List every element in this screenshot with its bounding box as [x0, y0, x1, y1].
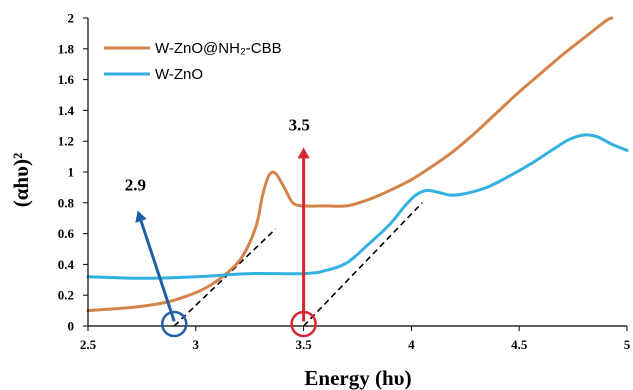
band-gap-label-1: 3.5 [289, 115, 310, 134]
y-tick-label: 0.8 [58, 195, 75, 210]
y-tick-label: 0 [68, 319, 75, 334]
y-axis-title: (αhυ)² [9, 153, 33, 208]
onset-marker-0 [160, 310, 188, 338]
tangent-line-0 [173, 228, 277, 327]
x-tick-label: 4 [408, 337, 415, 352]
x-tick-label: 5 [624, 337, 631, 352]
series-line-0 [86, 16, 614, 313]
x-axis-title: Energy (hυ) [304, 366, 411, 390]
y-tick-label: 0.4 [58, 257, 75, 272]
legend-label-0: W-ZnO@NH₂-CBB [155, 40, 282, 57]
y-tick-label: 1.2 [58, 134, 74, 149]
x-tick-label: 3.5 [295, 337, 312, 352]
y-tick-label: 1 [68, 165, 75, 180]
y-tick-label: 2 [68, 11, 75, 26]
y-tick-label: 0.6 [58, 226, 75, 241]
legend-label-1: W-ZnO [155, 66, 203, 83]
series-line-1 [86, 133, 629, 280]
x-tick-label: 2.5 [80, 337, 97, 352]
x-tick-label: 4.5 [511, 337, 528, 352]
y-tick-label: 1.6 [58, 72, 75, 87]
y-tick-label: 1.8 [58, 41, 75, 56]
arrow-head-0 [135, 210, 147, 223]
arrow-shaft-0 [139, 220, 176, 322]
tangent-line-1 [303, 202, 423, 327]
y-tick-label: 1.4 [58, 103, 75, 118]
y-tick-label: 0.2 [58, 288, 74, 303]
x-tick-label: 3 [193, 337, 200, 352]
arrow-head-1 [297, 147, 310, 159]
band-gap-label-0: 2.9 [125, 175, 146, 194]
